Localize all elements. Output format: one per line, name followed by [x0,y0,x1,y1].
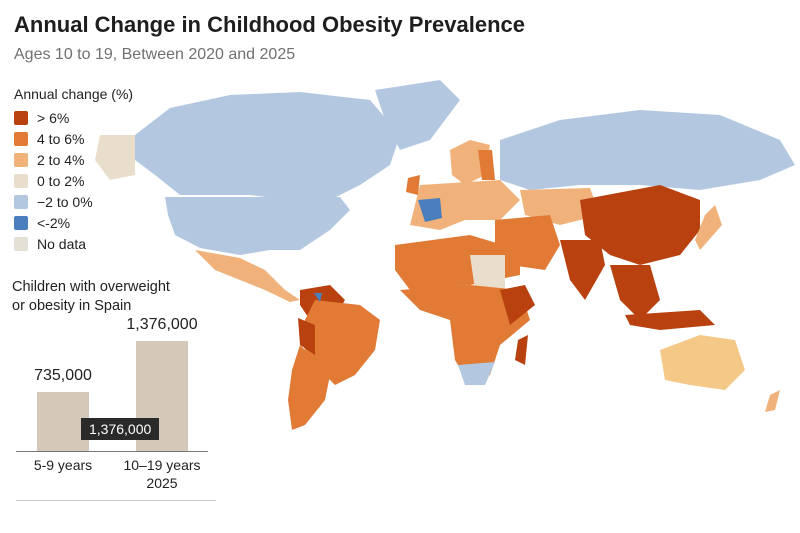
legend-item: 0 to 2% [14,170,133,191]
region-greenland[interactable] [375,80,460,150]
region-france[interactable] [418,198,442,222]
region-madagascar[interactable] [515,335,528,365]
legend-swatch [14,215,28,230]
legend-swatch [14,173,28,188]
region-uk[interactable] [406,175,420,195]
legend-label: <-2% [37,214,71,231]
page-subtitle: Ages 10 to 19, Between 2020 and 2025 [14,46,296,63]
region-mexico-central-america[interactable] [195,250,300,302]
region-new-zealand[interactable] [765,390,780,412]
legend-item: −2 to 0% [14,191,133,212]
bar-value-label: 1,376,000 [126,316,198,333]
inset-divider [16,500,216,501]
region-sub-saharan-africa[interactable] [400,285,530,385]
region-brazil[interactable] [300,300,380,385]
region-east-africa[interactable] [500,285,535,325]
bar-1[interactable] [37,392,89,451]
legend-item: > 6% [14,107,133,128]
region-china[interactable] [580,185,700,265]
legend-swatch [14,236,28,251]
region-peru[interactable] [298,318,315,355]
region-canada-alaska[interactable] [135,92,400,200]
region-usa[interactable] [165,197,350,255]
region-alaska[interactable] [95,135,135,180]
region-japan[interactable] [695,205,722,250]
region-suriname[interactable] [314,293,322,302]
inset-title-line2: or obesity in Spain [12,298,132,314]
region-india[interactable] [560,240,605,300]
region-indonesia[interactable] [625,310,715,330]
region-finland[interactable] [478,150,495,180]
legend-item: No data [14,233,133,254]
legend-swatch [14,131,28,146]
legend-item: 4 to 6% [14,128,133,149]
legend-label: No data [37,235,87,252]
legend-swatch [14,152,28,167]
region-southern-africa[interactable] [458,362,495,385]
map-legend: Annual change (%) > 6% 4 to 6% 2 to 4% 0 to… [14,86,133,254]
bar-tooltip: 1,376,000 [81,418,160,440]
page-title: Annual Change in Childhood Obesity Preva… [14,12,525,37]
region-southeast-asia[interactable] [610,265,660,320]
legend-swatch [14,194,28,209]
bar-value-label: 735,000 [34,367,92,385]
x-tick-label: 5-9 years [8,456,118,474]
legend-label: 4 to 6% [37,130,85,147]
region-egypt-libya[interactable] [470,255,505,290]
legend-label: 2 to 4% [37,151,85,168]
inset-title-line1: Children with overweight [12,279,170,295]
legend-label: −2 to 0% [37,193,93,210]
legend-item: 2 to 4% [14,149,133,170]
region-central-asia[interactable] [520,188,600,225]
region-australia[interactable] [660,335,745,390]
legend-item: <-2% [14,212,133,233]
x-axis-line [16,451,208,452]
legend-label: > 6% [37,109,70,126]
x-tick-category: 5-9 years [33,457,93,473]
x-tick-sublabel: 2025 [146,475,178,491]
x-tick-category: 10–19 years [123,457,201,473]
region-russia[interactable] [500,110,795,190]
x-tick-label: 10–19 years 2025 [107,456,217,492]
region-southern-cone[interactable] [288,345,330,430]
legend-title: Annual change (%) [14,86,134,102]
legend-swatch [14,110,28,125]
legend-label: 0 to 2% [37,172,85,189]
